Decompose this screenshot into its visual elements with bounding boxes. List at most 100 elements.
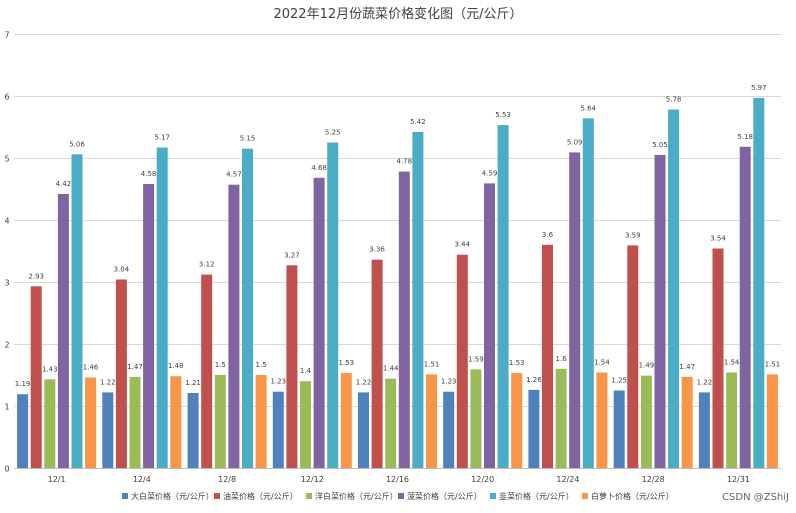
data-label: 3.12 — [199, 261, 215, 269]
data-label: 4.59 — [482, 169, 498, 177]
data-label: 1.23 — [441, 378, 457, 386]
data-label: 1.46 — [83, 364, 99, 372]
x-tick-label: 12/16 — [386, 475, 409, 484]
data-label: 1.22 — [356, 378, 372, 386]
bar-12/24-series-5 — [596, 372, 608, 468]
data-label: 1.5 — [256, 361, 267, 369]
legend-swatch — [214, 493, 220, 499]
bar-12/4-series-2 — [129, 376, 141, 468]
data-label: 1.22 — [100, 378, 116, 386]
legend: 大白菜价格（元/公斤） 油菜价格（元/公斤） 洋白菜价格（元/公斤） 菠菜价格（元/公… — [122, 491, 674, 501]
data-label: 5.15 — [240, 135, 256, 143]
data-label: 1.54 — [724, 359, 740, 367]
bar-12/12-series-0 — [272, 391, 284, 468]
data-label: 1.49 — [639, 362, 655, 370]
data-label: 5.06 — [69, 140, 85, 148]
data-label: 1.4 — [300, 367, 312, 375]
bar-12/28-series-0 — [613, 390, 625, 468]
bar-12/20-series-1 — [456, 254, 468, 468]
chart-title: 2022年12月份蔬菜价格变化图（元/公斤） — [273, 6, 522, 22]
data-label: 5.25 — [325, 129, 341, 137]
legend-entry: 韭菜价格（元/公斤） — [499, 491, 574, 501]
y-tick-label: 6 — [4, 93, 9, 102]
data-label: 1.21 — [185, 379, 201, 387]
bar-12/20-series-0 — [443, 391, 455, 468]
bar-12/1-series-3 — [57, 194, 69, 468]
bar-12/16-series-0 — [358, 392, 369, 468]
legend-swatch — [122, 493, 128, 499]
bar-12/12-series-1 — [286, 265, 298, 468]
bar-12/1-series-1 — [30, 286, 42, 468]
bar-12/8-series-5 — [255, 375, 267, 468]
data-label: 5.17 — [154, 134, 170, 142]
bar-12/16-series-4 — [412, 132, 424, 468]
bar-12/4-series-4 — [156, 147, 168, 468]
data-label: 1.48 — [168, 362, 184, 370]
bar-12/20-series-3 — [484, 183, 495, 468]
gridlines — [14, 34, 781, 469]
data-label: 5.05 — [652, 141, 668, 149]
data-label: 1.26 — [526, 376, 542, 384]
data-label: 1.23 — [271, 378, 287, 386]
data-label: 3.36 — [369, 246, 385, 254]
data-label: 3.44 — [455, 241, 471, 249]
legend-swatch — [582, 493, 588, 499]
data-label: 5.18 — [737, 133, 753, 141]
y-axis: 0 1 2 3 4 5 6 7 — [4, 31, 9, 474]
bar-12/8-series-3 — [228, 184, 240, 468]
bar-12/28-series-3 — [654, 154, 666, 468]
bar-12/28-series-2 — [640, 375, 652, 468]
x-tick-label: 12/24 — [556, 475, 579, 484]
bar-12/24-series-3 — [569, 152, 581, 468]
data-label: 1.44 — [383, 365, 399, 373]
data-label: 4.68 — [311, 164, 327, 172]
data-label: 1.47 — [127, 363, 143, 371]
data-label: 3.04 — [114, 266, 130, 274]
bar-12/8-series-0 — [187, 393, 199, 468]
data-labels: 1.192.931.434.425.061.461.223.041.474.58… — [15, 84, 780, 388]
bar-12/31-series-1 — [712, 248, 724, 468]
x-tick-label: 12/31 — [727, 475, 750, 484]
bar-12/12-series-5 — [340, 373, 352, 468]
bar-12/20-series-5 — [511, 373, 523, 468]
bar-12/4-series-0 — [102, 392, 114, 468]
data-label: 1.22 — [697, 378, 713, 386]
bar-12/31-series-5 — [766, 374, 778, 468]
bar-12/28-series-4 — [668, 109, 680, 468]
data-label: 1.6 — [556, 355, 568, 363]
bar-12/12-series-4 — [327, 142, 339, 468]
bar-12/8-series-1 — [201, 274, 213, 468]
bar-12/31-series-4 — [753, 97, 765, 469]
data-label: 5.78 — [666, 96, 682, 104]
bar-12/28-series-5 — [681, 376, 693, 468]
bar-12/1-series-4 — [71, 154, 83, 469]
bar-12/12-series-2 — [300, 381, 311, 468]
legend-entry: 油菜价格（元/公斤） — [223, 491, 298, 501]
bar-12/1-series-5 — [85, 377, 97, 468]
data-label: 4.58 — [141, 170, 157, 178]
y-tick-label: 0 — [4, 465, 9, 474]
bar-12/8-series-4 — [242, 148, 253, 468]
bar-12/16-series-5 — [426, 374, 437, 468]
bar-12/24-series-4 — [582, 118, 594, 469]
legend-entry: 白萝卜价格（元/公斤） — [591, 491, 674, 501]
bar-12/8-series-2 — [214, 375, 226, 468]
data-label: 1.51 — [765, 360, 781, 368]
data-label: 5.09 — [567, 138, 583, 146]
x-tick-label: 12/20 — [471, 475, 494, 484]
bar-12/16-series-3 — [398, 171, 410, 468]
y-tick-label: 5 — [4, 155, 9, 164]
data-label: 1.53 — [339, 359, 355, 367]
data-label: 5.53 — [495, 111, 511, 119]
bar-12/12-series-3 — [313, 177, 325, 469]
x-tick-label: 12/28 — [642, 475, 665, 484]
watermark: CSDN @ZShiJ — [722, 492, 789, 503]
data-label: 4.42 — [56, 180, 72, 188]
data-label: 2.93 — [28, 272, 44, 280]
bar-12/31-series-0 — [698, 392, 710, 468]
legend-entry: 洋白菜价格（元/公斤） — [315, 491, 398, 501]
bar-12/4-series-3 — [143, 184, 155, 468]
legend-swatch — [398, 493, 404, 499]
bar-12/16-series-1 — [371, 259, 383, 468]
